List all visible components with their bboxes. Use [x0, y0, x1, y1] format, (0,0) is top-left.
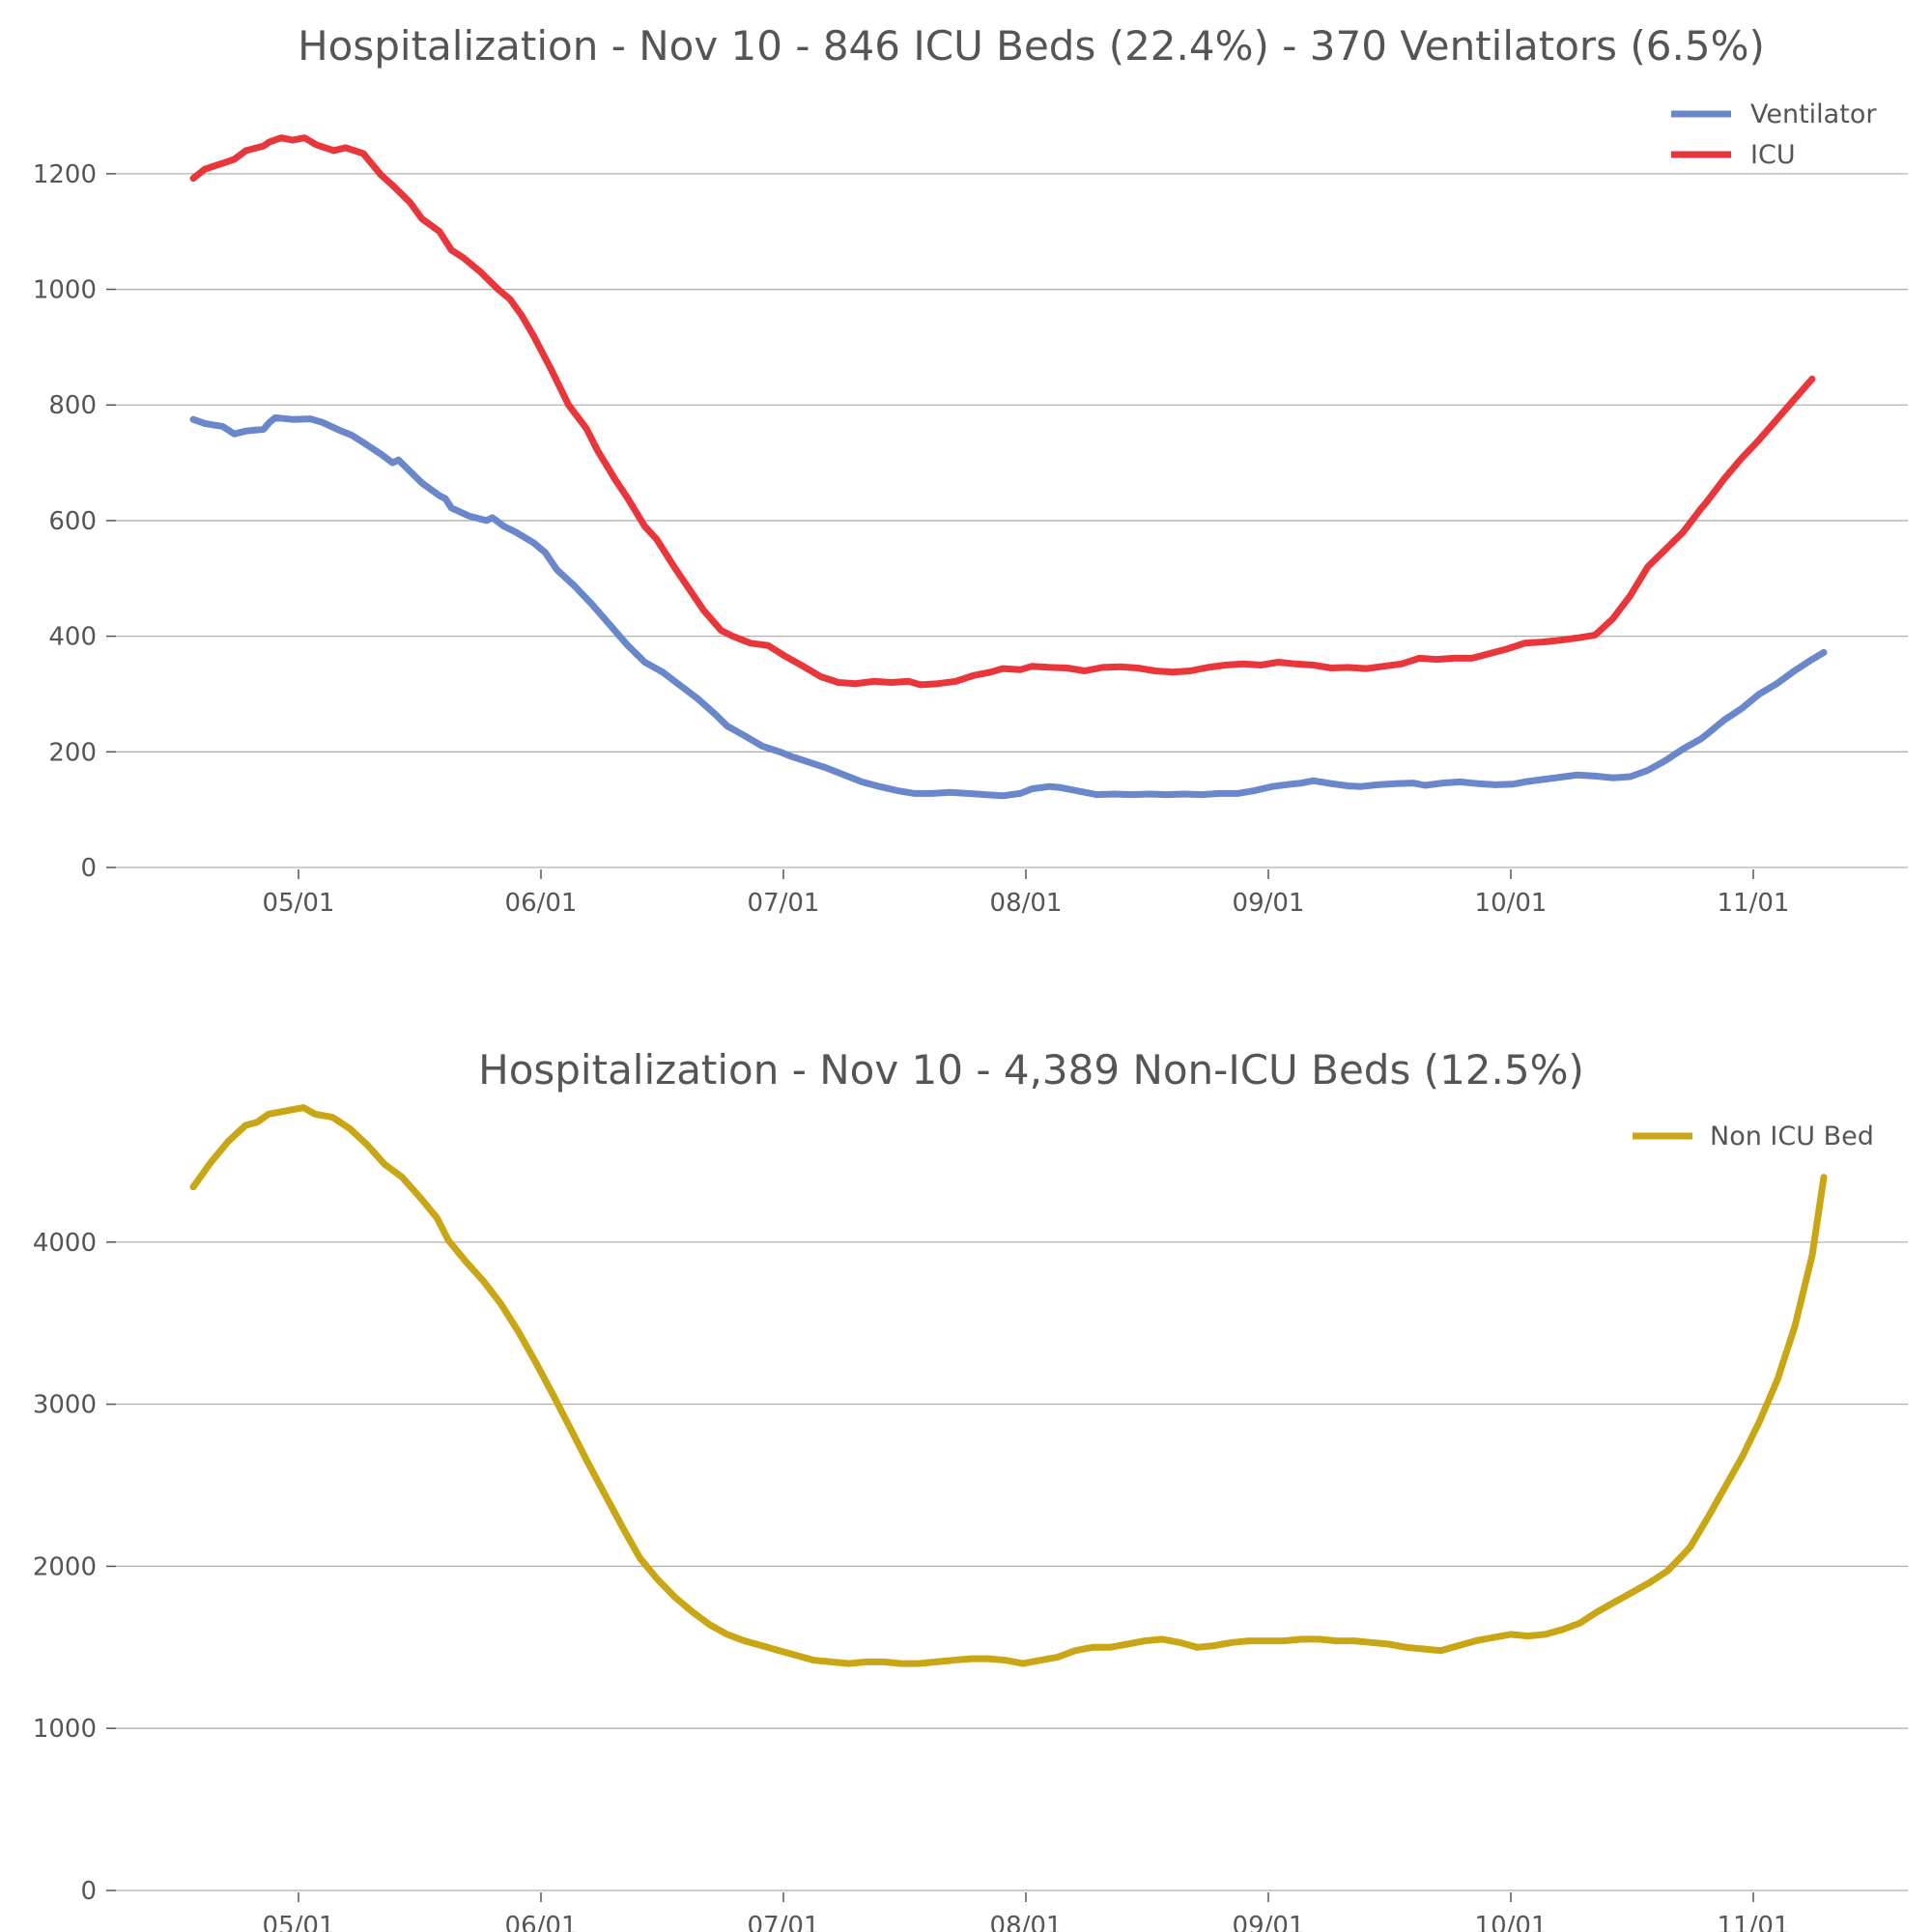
- x-tick-label: 09/01: [1233, 889, 1305, 918]
- x-tick-label: 08/01: [990, 1912, 1063, 1932]
- y-tick-label: 2000: [33, 1552, 97, 1581]
- y-tick-label: 0: [80, 1877, 97, 1906]
- x-tick-label: 06/01: [505, 889, 578, 918]
- legend-label-non-icu-bed: Non ICU Bed: [1710, 1122, 1874, 1151]
- x-tick-label: 07/01: [748, 1912, 820, 1932]
- y-tick-label: 3000: [33, 1391, 97, 1420]
- x-tick-label: 07/01: [748, 889, 820, 918]
- y-tick-label: 200: [48, 738, 97, 767]
- x-tick-label: 10/01: [1475, 889, 1548, 918]
- chart-panel-2: Hospitalization - Nov 10 - 4,389 Non-ICU…: [33, 1046, 1908, 1932]
- y-tick-label: 400: [48, 623, 97, 652]
- series-line-icu: [189, 134, 1816, 689]
- y-tick-label: 800: [48, 391, 97, 420]
- x-tick-label: 05/01: [263, 889, 335, 918]
- y-tick-label: 0: [80, 854, 97, 883]
- series-line-non-icu-bed: [189, 1104, 1828, 1667]
- series-line-ventilator: [189, 413, 1828, 800]
- x-tick-label: 08/01: [990, 889, 1063, 918]
- chart-title: Hospitalization - Nov 10 - 846 ICU Beds …: [298, 22, 1765, 70]
- legend-label-icu: ICU: [1750, 140, 1796, 170]
- x-tick-label: 10/01: [1475, 1912, 1548, 1932]
- y-tick-label: 1000: [33, 1715, 97, 1744]
- y-tick-label: 600: [48, 507, 97, 536]
- y-tick-label: 1200: [33, 160, 97, 189]
- x-tick-label: 11/01: [1718, 1912, 1790, 1932]
- legend-label-ventilator: Ventilator: [1750, 99, 1877, 129]
- x-tick-label: 05/01: [263, 1912, 335, 1932]
- x-tick-label: 11/01: [1718, 889, 1790, 918]
- y-tick-label: 1000: [33, 276, 97, 305]
- y-tick-label: 4000: [33, 1229, 97, 1258]
- x-tick-label: 06/01: [505, 1912, 578, 1932]
- chart-panel-1: Hospitalization - Nov 10 - 846 ICU Beds …: [33, 22, 1908, 918]
- chart-title: Hospitalization - Nov 10 - 4,389 Non-ICU…: [478, 1046, 1584, 1094]
- x-tick-label: 09/01: [1233, 1912, 1305, 1932]
